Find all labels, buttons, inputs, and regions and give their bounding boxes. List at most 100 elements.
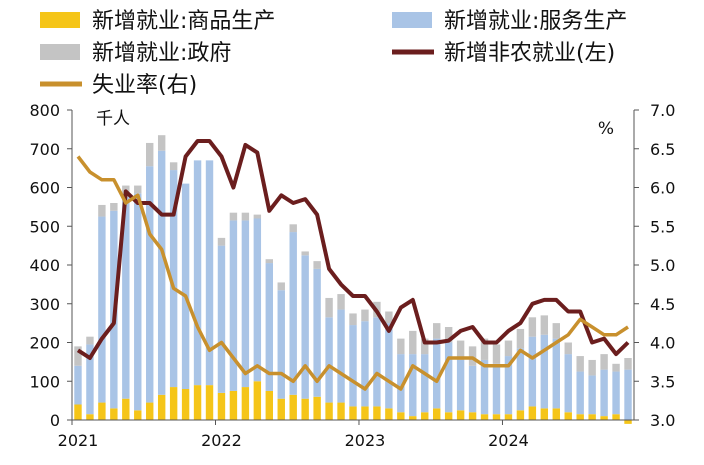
left-axis-ticks: 0 100 200 300 400 500 600 700 800 [29,101,72,430]
bar-services-2022-04 [253,218,262,382]
bar-services-2023-05 [409,354,417,417]
right-tick-label: 3.0 [650,411,675,430]
left-tick-label: 0 [50,411,60,430]
bar-services-2024-02 [516,348,525,411]
left-tick-label: 800 [29,101,60,120]
bar-services-2022-11 [337,309,345,403]
left-tick-label: 600 [29,179,60,198]
bar-goods-2021-02 [86,414,94,420]
bar-goods-2023-02 [373,406,381,420]
bar-goods-2023-04 [397,412,405,420]
bar-goods-2021-11 [193,385,202,420]
bar-services-2021-12 [205,160,214,386]
bar-goods-2022-10 [325,402,333,420]
bar-services-2024-03 [528,336,537,407]
bar-services-2023-02 [373,317,381,407]
bar-government-2021-07 [146,142,154,167]
bar-services-2021-03 [98,216,106,403]
legend-label-government: 新增就业:政府 [92,41,231,66]
bar-government-2022-03 [241,212,250,221]
x-axis-ticks: 2021 2022 2023 2024 [58,420,529,450]
bar-government-2023-04 [397,338,405,355]
bar-goods-2023-03 [385,408,393,420]
bar-services-2022-06 [277,290,285,399]
bar-services-2023-06 [421,354,429,413]
bar-government-2022-06 [277,282,285,291]
right-tick-label: 6.0 [650,179,675,198]
bar-goods-2023-01 [361,406,369,420]
bar-services-2021-10 [181,183,190,389]
bar-government-2022-10 [325,297,333,318]
left-tick-label: 500 [29,217,60,236]
line-nonfarm [76,139,630,360]
bar-services-2022-02 [229,220,238,391]
bar-goods-2021-07 [146,402,154,420]
bar-government-2022-07 [289,224,297,233]
bar-government-2021-04 [110,203,118,211]
bar-government-2024-06 [564,342,572,355]
right-tick-label: 4.5 [650,295,675,314]
bar-goods-2021-09 [169,387,178,420]
bar-goods-2024-08 [588,414,596,420]
bar-government-2024-11 [624,358,632,370]
right-tick-label: 4.0 [650,334,675,353]
bar-services-2021-07 [146,166,154,403]
bar-government-2021-09 [169,162,178,171]
bar-government-2023-06 [421,338,429,355]
bar-services-2021-01 [74,365,82,405]
bar-goods-2023-12 [492,414,501,420]
bar-goods-2022-05 [265,390,274,420]
bar-goods-2024-06 [564,412,572,420]
right-tick-label: 5.0 [650,256,675,275]
bar-goods-2024-02 [516,410,525,420]
bar-goods-2022-06 [277,398,285,420]
bar-goods-2023-09 [456,410,465,420]
left-tick-label: 100 [29,372,60,391]
left-tick-label: 300 [29,295,60,314]
bar-services-2024-10 [612,371,620,415]
bar-services-2024-11 [624,369,632,420]
bar-services-2024-04 [540,334,549,409]
bar-government-2023-10 [468,346,477,366]
bar-government-2021-02 [86,336,94,345]
bar-government-2023-03 [385,311,393,324]
bar-government-2024-01 [504,340,513,357]
legend-label-services: 新增就业:服务生产 [444,9,627,34]
bar-services-2023-12 [492,363,501,415]
bar-services-2024-08 [588,375,596,415]
bar-services-2022-05 [265,263,274,391]
right-tick-label: 5.5 [650,217,675,236]
right-axis-unit: % [598,119,614,139]
bar-services-2024-09 [600,369,608,417]
bar-government-2023-01 [361,309,369,322]
bar-goods-2023-08 [444,412,453,420]
bar-goods-2021-04 [110,408,118,420]
right-tick-label: 3.5 [650,372,675,391]
bar-services-2023-10 [468,365,477,413]
bar-services-2023-01 [361,321,369,407]
legend: 新增就业:商品生产 新增就业:服务生产 新增就业:政府 新增非农就业(左) 失业… [40,9,627,98]
bar-goods-2022-04 [253,381,262,420]
bar-government-2022-05 [265,259,274,264]
legend-swatch-goods [40,12,80,28]
bar-services-2024-05 [552,338,560,409]
bar-goods-2024-01 [504,414,513,420]
bar-government-2021-08 [157,135,166,151]
bar-services-2022-07 [289,232,297,395]
bar-services-2022-03 [241,220,250,388]
bar-goods-2022-01 [217,392,226,420]
bar-goods-2021-03 [98,402,106,420]
bar-goods-2021-12 [205,385,214,420]
legend-label-unemployment: 失业率(右) [92,73,197,98]
line-unemployment [76,155,629,391]
bar-services-2023-09 [456,359,465,411]
right-axis-ticks: 3.0 3.5 4.0 4.5 5.0 5.5 6.0 6.5 7.0 [634,101,675,430]
bar-government-2023-05 [409,330,417,355]
bar-services-2021-05 [122,197,130,399]
bar-services-2023-03 [385,323,393,409]
bar-goods-2024-09 [600,416,608,420]
bar-goods-2023-05 [409,416,417,420]
bar-goods-2022-02 [229,390,238,420]
bar-government-2024-08 [588,359,596,376]
